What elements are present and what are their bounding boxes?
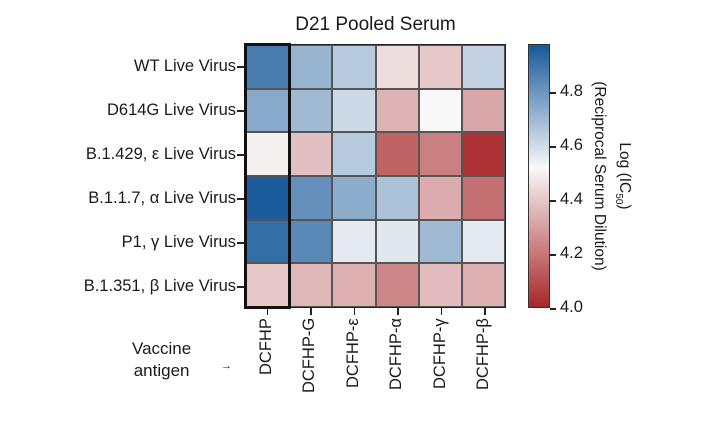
heatmap-cell [246,45,290,89]
colorbar-tick [550,146,556,148]
heatmap-cell [289,45,333,89]
colorbar-tick-label: 4.8 [560,82,583,101]
colorbar-tick-label: 4.2 [560,244,583,263]
x-axis-label: DCFHP-γ [430,318,449,389]
colorbar-tick-label: 4.6 [560,136,583,155]
y-axis-labels: WT Live Virus D614G Live Virus B.1.429, ε … [0,44,236,308]
y-axis-label: P1, γ Live Virus [121,233,236,251]
x-axis-title-line1: Vaccine [132,339,192,358]
x-axis-label: DCFHP [256,318,275,375]
x-axis-title-line2: antigen [133,361,190,380]
heatmap-cell [375,45,419,89]
heatmap-cell [461,132,505,176]
heatmap-cell [375,132,419,176]
heatmap-cell [418,219,462,264]
y-axis-tick [237,154,245,156]
chart-title: D21 Pooled Serum [295,14,456,35]
heatmap-cell [375,88,419,133]
heatmap-cell [461,263,505,307]
heatmap-cell [246,132,290,176]
x-axis-label: DCFHP-α [387,318,406,390]
colorbar-tick [550,92,556,94]
colorbar-tick-label: 4.0 [560,298,583,316]
heatmap-cell [289,132,333,176]
x-axis-tick [484,308,486,315]
x-axis-tick [310,308,312,315]
x-axis-label: DCFHP-β [474,318,493,390]
y-axis-label: B.1.1.7, α Live Virus [88,189,236,207]
heatmap-cell [418,176,462,220]
y-axis-label: B.1.351, β Live Virus [83,277,236,295]
heatmap-cell [332,45,376,89]
heatmap-cell [246,176,290,220]
heatmap-grid [245,44,506,308]
heatmap-cell [375,219,419,264]
heatmap-cell [461,219,505,264]
x-axis-tick [266,308,269,315]
y-axis-label: D614G Live Virus [106,101,236,119]
colorbar-label-line2: (Reciprocal Serum Dilution) [590,81,608,271]
heatmap-cell [332,219,376,264]
heatmap-cell [332,132,376,176]
colorbar [528,44,550,308]
arrow-right-icon: → [221,360,232,372]
y-axis-tick [237,66,245,68]
y-axis-label: B.1.429, ε Live Virus [85,145,236,163]
colorbar-tick [550,308,556,310]
y-axis-label: WT Live Virus [133,57,236,75]
y-axis-tick [237,286,245,288]
x-axis-tick [353,308,356,315]
heatmap-cell [246,88,290,133]
colorbar-label-line1: Log (IC50) [612,142,634,210]
heatmap-cell [375,263,419,307]
heatmap-cell [289,263,333,307]
heatmap-cell [461,88,505,133]
x-axis-tick [440,308,443,315]
x-axis-label: DCFHP-G [300,317,319,393]
heatmap-cell [289,219,333,264]
colorbar-tick [550,254,556,256]
heatmap-cell [332,176,376,220]
y-axis-tick [237,198,245,200]
heatmap-cell [289,176,333,220]
heatmap-cell [332,263,376,307]
x-axis-label: DCFHP-ε [343,318,362,388]
heatmap-cell [418,45,462,89]
colorbar-tick [550,200,556,202]
heatmap-cell [332,88,376,133]
heatmap-cell [246,219,290,264]
heatmap-cell [246,263,290,307]
colorbar-label: Log (IC50) (Reciprocal Serum Dilution) [590,16,634,336]
y-axis-tick [237,110,245,112]
heatmap-cell [461,45,505,89]
heatmap-cell [375,176,419,220]
heatmap-cell [418,88,462,133]
x-axis-tick [397,308,399,315]
y-axis-tick [237,242,245,244]
x-axis-title: Vaccine antigen [132,338,191,382]
heatmap-cell [289,88,333,133]
colorbar-tick-label: 4.4 [560,190,583,209]
heatmap-cell [461,176,505,220]
heatmap-cell [418,132,462,176]
heatmap-cell [418,263,462,307]
